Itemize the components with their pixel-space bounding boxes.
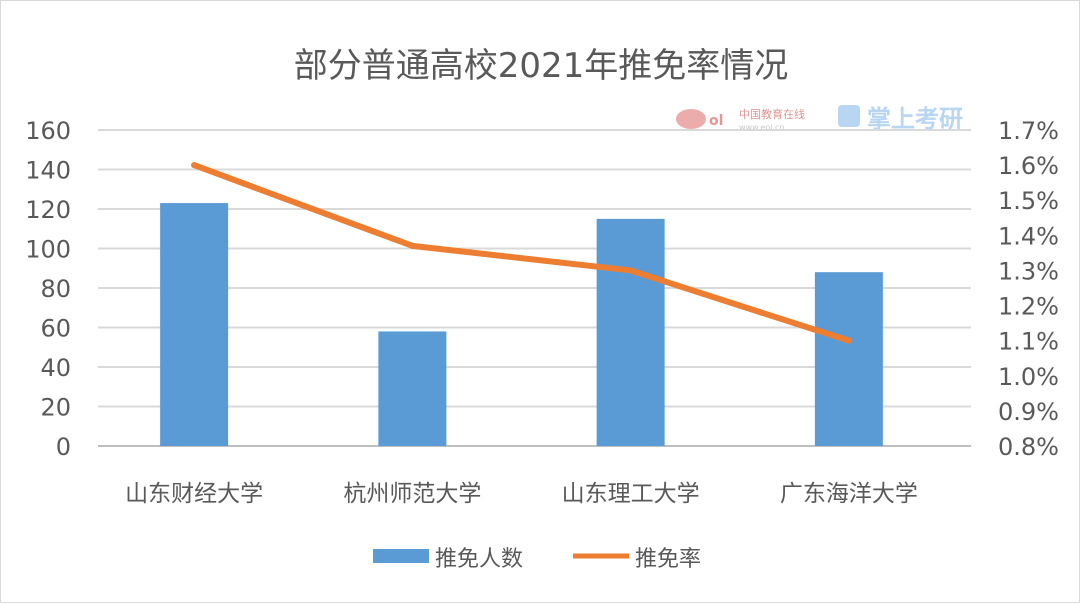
legend: 推免人数 推免率 <box>373 547 701 572</box>
bar-2 <box>378 331 447 446</box>
rate-line <box>191 162 852 344</box>
y-right-tick-label: 1.3% <box>998 257 1059 285</box>
y-left-tick-label: 0 <box>56 433 71 461</box>
svg-text:中国教育在线: 中国教育在线 <box>739 107 805 121</box>
y-left-tick-label: 160 <box>25 117 71 145</box>
eol-logo-icon <box>676 109 706 129</box>
y-right-tick-label: 0.8% <box>998 433 1059 461</box>
y-left-tick-label: 60 <box>40 315 71 343</box>
bar-3 <box>596 218 665 446</box>
y-right-tick-label: 1.6% <box>998 152 1059 180</box>
x-tick-label: 山东理工大学 <box>562 481 700 507</box>
bar-4 <box>814 272 883 446</box>
rate-point-1 <box>191 162 198 169</box>
x-tick-label: 杭州师范大学 <box>343 481 481 507</box>
y-right-tick-label: 1.1% <box>998 328 1059 356</box>
y-left-tick-label: 80 <box>40 275 71 303</box>
rate-point-2 <box>409 242 416 249</box>
legend-label-bar: 推免人数 <box>435 547 523 572</box>
y-right-tick-label: 1.7% <box>998 117 1059 145</box>
y-right-tick-label: 1.5% <box>998 187 1059 215</box>
chart-title: 部分普通高校2021年推免率情况 <box>294 46 789 86</box>
svg-text:掌上考研: 掌上考研 <box>867 105 963 133</box>
y-right-tick-label: 1.4% <box>998 222 1059 250</box>
rate-point-3 <box>627 267 634 274</box>
y-left-tick-label: 120 <box>25 196 71 224</box>
bar-1 <box>160 203 229 446</box>
y-left-tick-label: 140 <box>25 157 71 185</box>
y-left-tick-label: 40 <box>40 354 71 382</box>
legend-bar-swatch <box>373 549 429 563</box>
x-tick-label: 山东财经大学 <box>125 481 263 507</box>
svg-text:ol: ol <box>709 113 723 129</box>
y-right-tick-label: 0.9% <box>998 398 1059 426</box>
y-right-tick-label: 1.0% <box>998 363 1059 391</box>
legend-label-line: 推免率 <box>635 547 701 572</box>
rate-point-4 <box>845 337 852 344</box>
y-right-tick-label: 1.2% <box>998 293 1059 321</box>
svg-text:www.eol.cn: www.eol.cn <box>739 123 785 132</box>
y-left-tick-label: 100 <box>25 236 71 264</box>
x-tick-label: 广东海洋大学 <box>780 481 918 507</box>
graduation-cap-icon <box>838 105 860 127</box>
y-left-tick-label: 20 <box>40 394 71 422</box>
watermark: ol 中国教育在线 www.eol.cn 掌上考研 <box>676 105 963 133</box>
